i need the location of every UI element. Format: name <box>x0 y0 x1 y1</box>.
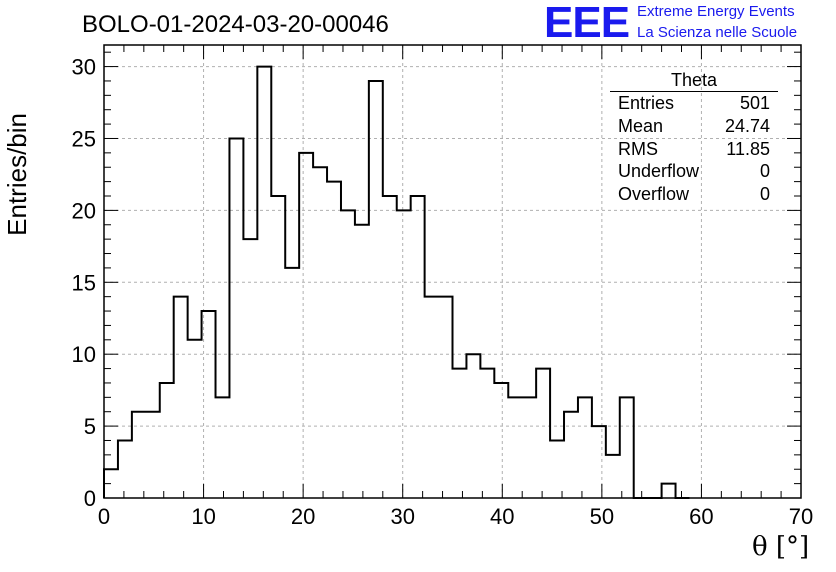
histogram-bin <box>118 440 132 498</box>
stats-label: Overflow <box>618 184 690 205</box>
stats-row-rms: RMS 11.85 <box>610 138 778 161</box>
histogram-bin <box>202 311 216 498</box>
stats-value: 501 <box>739 93 770 113</box>
stats-row-mean: Mean 24.74 <box>610 115 778 138</box>
logo-line-2: La Scienza nelle Scuole <box>637 24 798 41</box>
histogram-bin <box>174 297 188 498</box>
histogram-bin <box>146 412 160 498</box>
stats-value: 0 <box>759 161 770 182</box>
run-title: BOLO-01-2024-03-20-00046 <box>82 11 389 38</box>
histogram-bin <box>369 81 383 498</box>
histogram-line <box>103 65 690 499</box>
histogram-bin <box>257 67 271 498</box>
histogram-bin <box>550 440 564 498</box>
histogram-bin <box>606 455 620 498</box>
x-tick-label: 70 <box>789 504 813 529</box>
stats-row-entries: Entries 501 <box>610 92 778 115</box>
eee-logo: EEE <box>544 0 630 47</box>
stats-label: Mean <box>618 115 664 136</box>
histogram-bin <box>411 196 425 498</box>
y-axis-label: Entries/bin <box>2 113 32 236</box>
y-tick-label: 20 <box>72 198 96 223</box>
y-tick-label: 0 <box>84 486 96 511</box>
stats-row-underflow: Underflow 0 <box>610 160 778 183</box>
plot-frame <box>103 44 802 499</box>
stats-label: RMS <box>618 138 658 159</box>
histogram-bin <box>383 196 397 498</box>
x-tick-label: 60 <box>689 504 713 529</box>
histogram-bin <box>508 397 522 498</box>
histogram-bin <box>299 153 313 498</box>
histogram-bin <box>592 426 606 498</box>
histogram-bin <box>216 397 230 498</box>
histogram-bin <box>397 210 411 498</box>
histogram-bin <box>243 239 257 498</box>
x-axis-label: θ [°] <box>752 532 810 562</box>
stats-value: 0 <box>759 184 770 205</box>
histogram-bin <box>494 383 508 498</box>
x-tick-label: 10 <box>191 504 215 529</box>
histogram-bin <box>271 196 285 498</box>
x-tick-label: 0 <box>98 504 110 529</box>
y-tick-label: 5 <box>84 414 96 439</box>
y-tick-label: 25 <box>72 126 96 151</box>
histogram-bin <box>564 412 578 498</box>
stats-label: Entries <box>618 93 675 113</box>
histogram-bin <box>188 340 202 498</box>
histogram-bin <box>327 182 341 498</box>
stats-title: Theta <box>610 70 778 92</box>
logo-line-1: Extreme Energy Events <box>637 3 795 20</box>
histogram-bin <box>229 138 243 498</box>
histogram-bin <box>480 369 494 498</box>
stats-box: Theta Entries 501 Mean 24.74 RMS 11.85 U… <box>610 70 778 206</box>
stats-label: Underflow <box>618 161 700 182</box>
histogram-bin <box>313 167 327 498</box>
histogram-bin <box>341 210 355 498</box>
x-tick-label: 30 <box>390 504 414 529</box>
histogram-bin <box>355 225 369 498</box>
x-tick-label: 50 <box>590 504 614 529</box>
histogram-bin <box>620 397 634 498</box>
y-tick-label: 30 <box>72 55 96 80</box>
histogram-bin <box>578 397 592 498</box>
histogram-bin <box>522 397 536 498</box>
y-tick-label: 15 <box>72 270 96 295</box>
histogram-bin <box>536 369 550 498</box>
histogram-bin <box>662 484 676 498</box>
stats-row-overflow: Overflow 0 <box>610 183 778 206</box>
histogram-bin <box>425 297 439 498</box>
y-tick-label: 10 <box>72 342 96 367</box>
histogram-bin <box>453 369 467 498</box>
histogram-bin <box>439 297 453 498</box>
x-tick-label: 20 <box>291 504 315 529</box>
x-tick-label: 40 <box>490 504 514 529</box>
stats-value: 24.74 <box>724 115 770 136</box>
histogram-bin <box>466 354 480 498</box>
stats-value: 11.85 <box>726 138 770 159</box>
histogram-bin <box>160 383 174 498</box>
histogram-bin <box>285 268 299 498</box>
histogram-bin <box>132 412 146 498</box>
